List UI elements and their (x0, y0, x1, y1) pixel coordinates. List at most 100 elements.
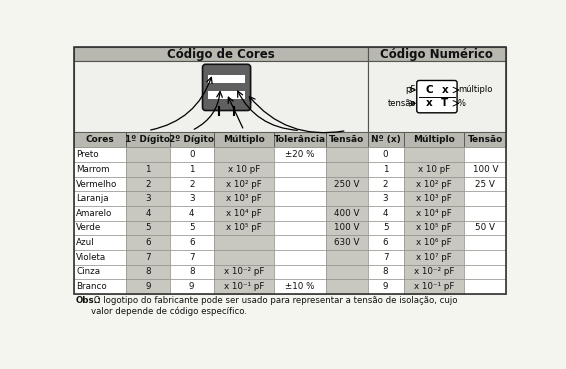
Bar (213, 279, 275, 294)
Text: 400 V: 400 V (334, 209, 359, 218)
Bar (275, 221, 325, 235)
Text: 2: 2 (383, 180, 388, 189)
Bar (367, 206, 404, 221)
Bar (404, 162, 465, 177)
Bar (367, 279, 404, 294)
Text: x 10³ pF: x 10³ pF (416, 194, 452, 203)
Text: 0: 0 (189, 150, 195, 159)
Text: tensão: tensão (388, 99, 416, 108)
Text: 1: 1 (145, 165, 151, 174)
Bar (404, 265, 465, 279)
Text: x: x (426, 98, 432, 108)
Bar (275, 235, 325, 250)
Text: %: % (458, 99, 466, 108)
Bar (126, 221, 170, 235)
Bar (367, 250, 404, 265)
Bar (170, 192, 213, 206)
Bar (74, 206, 126, 221)
Text: Tolerância: Tolerância (274, 135, 326, 144)
Bar (213, 148, 275, 162)
Bar (275, 177, 325, 192)
Text: Cinza: Cinza (76, 267, 100, 276)
Text: ±20 %: ±20 % (285, 150, 315, 159)
Bar (404, 206, 465, 221)
Bar (170, 132, 213, 148)
Bar (213, 162, 275, 177)
Bar (465, 162, 507, 177)
Bar (325, 250, 367, 265)
Bar (465, 177, 507, 192)
Text: 1º Dígito: 1º Dígito (126, 135, 170, 144)
Text: 6: 6 (189, 238, 195, 247)
Text: 3: 3 (189, 194, 195, 203)
Bar (170, 206, 213, 221)
Text: x 10 pF: x 10 pF (418, 165, 450, 174)
Text: Azul: Azul (76, 238, 95, 247)
Bar (74, 47, 367, 61)
Text: x 10⁴ pF: x 10⁴ pF (226, 209, 262, 218)
Bar (465, 279, 507, 294)
Text: Tensão: Tensão (468, 135, 503, 144)
Bar (325, 148, 367, 162)
Text: x 10⁵ pF: x 10⁵ pF (416, 223, 452, 232)
Bar (208, 75, 245, 83)
Bar (325, 162, 367, 177)
Bar (126, 177, 170, 192)
Text: Vermelho: Vermelho (76, 180, 118, 189)
Text: Nº (x): Nº (x) (371, 135, 401, 144)
Text: Preto: Preto (76, 150, 99, 159)
Bar (126, 132, 170, 148)
FancyBboxPatch shape (417, 80, 457, 113)
Text: x: x (441, 85, 448, 95)
Bar (170, 162, 213, 177)
Text: 9: 9 (189, 282, 195, 291)
Bar (170, 265, 213, 279)
Text: ±10 %: ±10 % (285, 282, 315, 291)
Text: x 10⁵ pF: x 10⁵ pF (226, 223, 262, 232)
Text: 50 V: 50 V (475, 223, 495, 232)
Text: 1: 1 (383, 165, 388, 174)
Bar (126, 265, 170, 279)
Text: 100 V: 100 V (334, 223, 359, 232)
Text: Cores: Cores (85, 135, 114, 144)
Bar (367, 177, 404, 192)
Text: x 10 pF: x 10 pF (228, 165, 260, 174)
Bar (170, 221, 213, 235)
Bar (74, 47, 507, 294)
Bar (465, 132, 507, 148)
Text: 2: 2 (145, 180, 151, 189)
Text: T: T (441, 98, 448, 108)
Bar (275, 265, 325, 279)
Text: 250 V: 250 V (334, 180, 359, 189)
Bar (275, 162, 325, 177)
Bar (213, 235, 275, 250)
FancyBboxPatch shape (203, 64, 251, 110)
Bar (170, 148, 213, 162)
Bar (465, 250, 507, 265)
Bar (465, 192, 507, 206)
Bar (465, 148, 507, 162)
Text: 8: 8 (383, 267, 388, 276)
Text: 4: 4 (189, 209, 195, 218)
Bar (404, 177, 465, 192)
Text: Múltiplo: Múltiplo (223, 135, 265, 144)
Text: Múltiplo: Múltiplo (413, 135, 455, 144)
Bar (74, 235, 126, 250)
Bar (213, 206, 275, 221)
Bar (465, 221, 507, 235)
Text: 4: 4 (383, 209, 388, 218)
Text: 25 V: 25 V (475, 180, 495, 189)
Text: 8: 8 (145, 267, 151, 276)
Bar (465, 265, 507, 279)
Bar (213, 192, 275, 206)
Bar (170, 177, 213, 192)
Text: x 10⁴ pF: x 10⁴ pF (416, 209, 452, 218)
Bar (367, 265, 404, 279)
Text: x 10⁷ pF: x 10⁷ pF (416, 253, 452, 262)
Text: Obs.:: Obs.: (75, 296, 101, 305)
Bar (325, 265, 367, 279)
Text: 7: 7 (189, 253, 195, 262)
Bar (213, 221, 275, 235)
Text: 630 V: 630 V (334, 238, 359, 247)
Text: 8: 8 (189, 267, 195, 276)
